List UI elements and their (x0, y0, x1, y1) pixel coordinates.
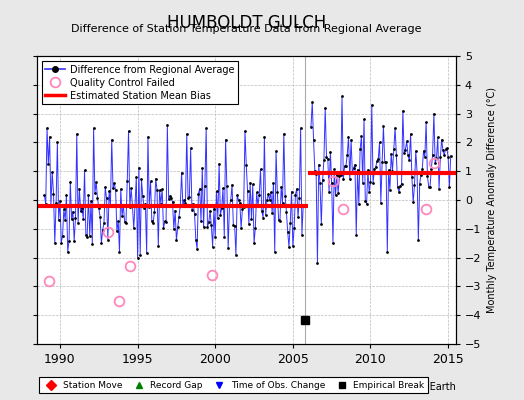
Text: HUMBOLDT GULCH: HUMBOLDT GULCH (167, 14, 326, 32)
Y-axis label: Monthly Temperature Anomaly Difference (°C): Monthly Temperature Anomaly Difference (… (487, 87, 497, 313)
Text: Berkeley Earth: Berkeley Earth (384, 382, 456, 392)
Legend: Station Move, Record Gap, Time of Obs. Change, Empirical Break: Station Move, Record Gap, Time of Obs. C… (39, 377, 428, 394)
Legend: Difference from Regional Average, Quality Control Failed, Estimated Station Mean: Difference from Regional Average, Qualit… (41, 61, 238, 104)
Text: Difference of Station Temperature Data from Regional Average: Difference of Station Temperature Data f… (71, 24, 421, 34)
